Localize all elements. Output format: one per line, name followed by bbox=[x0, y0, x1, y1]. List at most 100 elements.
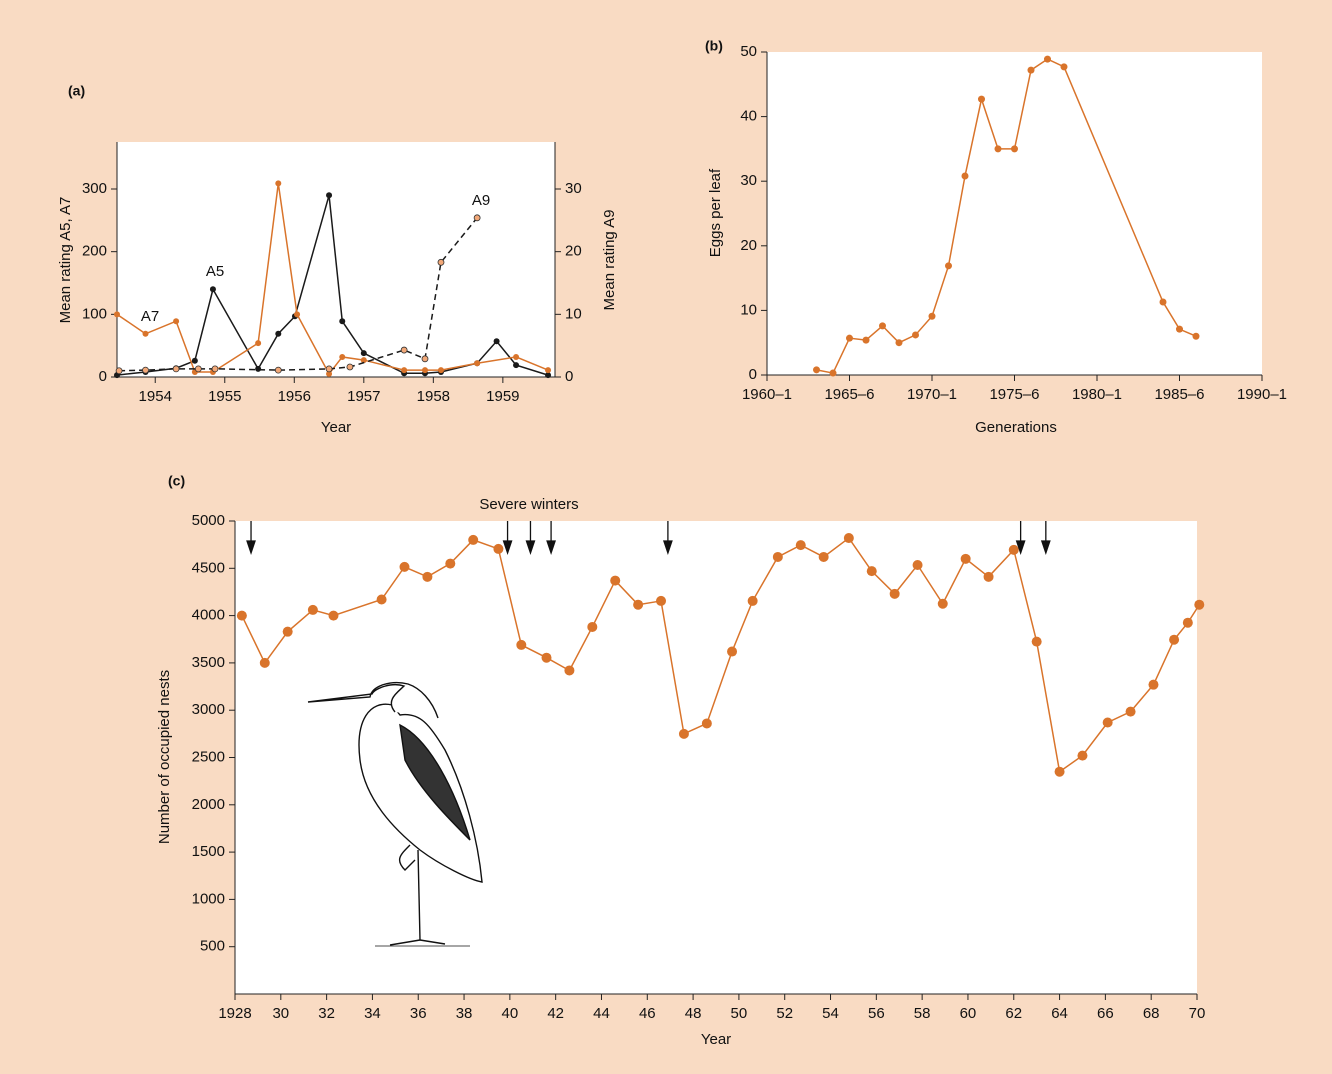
y-tick-label: 100 bbox=[82, 305, 107, 322]
y2-tick-label: 0 bbox=[565, 368, 573, 385]
data-point bbox=[846, 334, 853, 342]
data-point bbox=[468, 534, 479, 545]
data-point bbox=[866, 566, 877, 577]
data-point bbox=[747, 595, 758, 606]
y-tick-label: 0 bbox=[99, 368, 107, 385]
x-tick-label: 1928 bbox=[218, 1005, 251, 1022]
x-tick-label: 56 bbox=[868, 1005, 885, 1022]
data-point bbox=[1125, 706, 1136, 717]
y-axis-title: Eggs per leaf bbox=[707, 168, 724, 257]
data-point bbox=[400, 346, 408, 354]
data-point bbox=[326, 192, 333, 199]
data-point bbox=[961, 172, 969, 180]
x-tick-label: 48 bbox=[685, 1005, 702, 1022]
winter-arrow bbox=[502, 521, 513, 556]
data-point bbox=[360, 357, 367, 364]
data-point bbox=[829, 369, 837, 377]
data-point bbox=[421, 367, 428, 374]
data-point bbox=[114, 311, 120, 318]
data-point bbox=[937, 598, 948, 609]
x-tick-label: 50 bbox=[731, 1005, 748, 1022]
heron-legs bbox=[389, 844, 446, 946]
x-tick-label: 42 bbox=[547, 1005, 564, 1022]
data-point bbox=[493, 338, 500, 345]
winter-arrow bbox=[1015, 521, 1026, 556]
x-tick-label: 58 bbox=[914, 1005, 931, 1022]
y-tick-label: 1000 bbox=[192, 890, 225, 907]
data-point bbox=[1008, 544, 1019, 555]
data-point bbox=[142, 366, 149, 374]
x-tick-label: 1959 bbox=[486, 388, 519, 405]
heron-wing bbox=[399, 723, 471, 841]
data-point bbox=[945, 262, 952, 270]
data-point bbox=[862, 336, 870, 344]
x-tick-label: 46 bbox=[639, 1005, 656, 1022]
series-label: A5 bbox=[206, 263, 224, 280]
x-tick-label: 60 bbox=[960, 1005, 977, 1022]
x-tick-label: 44 bbox=[593, 1005, 610, 1022]
data-point bbox=[983, 571, 994, 582]
data-point bbox=[346, 363, 354, 371]
data-point bbox=[610, 575, 621, 586]
winter-arrow bbox=[546, 521, 556, 556]
data-point bbox=[513, 362, 520, 369]
y-tick-label: 500 bbox=[200, 938, 225, 955]
data-point bbox=[493, 543, 504, 554]
x-axis-title: Year bbox=[701, 1031, 731, 1048]
data-point bbox=[912, 331, 919, 339]
data-point bbox=[1054, 766, 1065, 777]
x-tick-label: 1970–1 bbox=[907, 386, 957, 403]
data-point bbox=[255, 365, 262, 372]
data-point bbox=[1194, 599, 1205, 610]
data-point bbox=[1011, 145, 1018, 153]
y-tick-label: 10 bbox=[740, 301, 757, 318]
data-point bbox=[678, 728, 689, 739]
data-point bbox=[1169, 634, 1180, 645]
data-point bbox=[960, 553, 971, 564]
data-point bbox=[328, 610, 339, 621]
y-tick-label: 50 bbox=[740, 43, 757, 60]
data-point bbox=[325, 365, 333, 373]
data-point bbox=[259, 657, 270, 668]
data-point bbox=[173, 318, 180, 325]
annotation: Severe winters bbox=[479, 496, 578, 513]
data-point bbox=[473, 214, 481, 222]
x-tick-label: 70 bbox=[1189, 1005, 1206, 1022]
data-point bbox=[376, 594, 387, 605]
y-tick-label: 5000 bbox=[192, 512, 225, 529]
data-point bbox=[255, 340, 262, 347]
data-point bbox=[209, 286, 216, 293]
data-point bbox=[772, 551, 783, 562]
series-label: A9 bbox=[472, 192, 490, 209]
data-point bbox=[727, 646, 738, 657]
x-tick-label: 1985–6 bbox=[1154, 386, 1204, 403]
y-tick-label: 3500 bbox=[192, 654, 225, 671]
x-tick-label: 34 bbox=[364, 1005, 381, 1022]
data-point bbox=[545, 367, 552, 374]
data-point bbox=[437, 258, 445, 266]
y-tick-label: 1500 bbox=[192, 843, 225, 860]
series-label: A7 bbox=[141, 308, 159, 325]
data-point bbox=[445, 558, 456, 569]
heron-body bbox=[358, 703, 483, 883]
data-point bbox=[115, 367, 123, 375]
x-tick-label: 1990–1 bbox=[1237, 386, 1287, 403]
x-tick-label: 66 bbox=[1097, 1005, 1114, 1022]
y-tick-label: 300 bbox=[82, 180, 107, 197]
data-point bbox=[191, 357, 198, 364]
winter-arrow bbox=[246, 521, 256, 556]
y-tick-label: 0 bbox=[749, 366, 757, 383]
data-point bbox=[843, 533, 854, 544]
x-tick-label: 54 bbox=[822, 1005, 839, 1022]
y-tick-label: 2500 bbox=[192, 748, 225, 765]
y-tick-label: 30 bbox=[740, 172, 757, 189]
data-point bbox=[633, 599, 644, 610]
winter-arrow bbox=[525, 521, 536, 556]
data-point bbox=[889, 588, 900, 599]
y-tick-label: 20 bbox=[740, 237, 757, 254]
x-tick-label: 1957 bbox=[347, 388, 380, 405]
x-tick-label: 62 bbox=[1005, 1005, 1022, 1022]
plot-area bbox=[767, 52, 1262, 375]
x-tick-label: 1980–1 bbox=[1072, 386, 1122, 403]
x-tick-label: 52 bbox=[776, 1005, 793, 1022]
